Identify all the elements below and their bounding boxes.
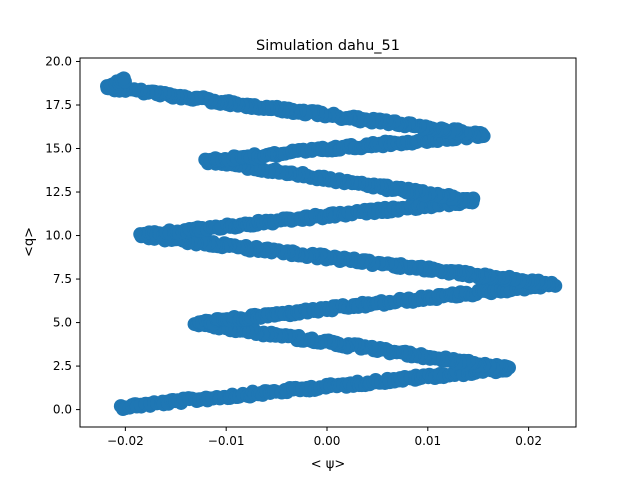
x-tick-label: −0.02 — [107, 434, 144, 448]
points-layer — [100, 71, 563, 416]
y-tick-label: 17.5 — [45, 98, 72, 112]
y-tick-label: 5.0 — [53, 316, 72, 330]
plot-frame — [79, 57, 577, 428]
x-tick-label: −0.01 — [208, 434, 245, 448]
y-tick-label: 10.0 — [45, 229, 72, 243]
x-axis-ticks: −0.02 −0.01 0.00 0.01 0.02 — [107, 427, 542, 448]
y-tick-label: 2.5 — [53, 359, 72, 373]
x-tick-label: 0.01 — [414, 434, 441, 448]
y-axis-label: <q> — [22, 227, 37, 257]
chart-title: Simulation dahu_51 — [256, 38, 400, 54]
x-axis-label: < ψ> — [311, 457, 346, 472]
x-tick-label: 0.02 — [515, 434, 542, 448]
y-tick-label: 20.0 — [45, 54, 72, 68]
y-tick-label: 15.0 — [45, 142, 72, 156]
y-tick-label: 7.5 — [53, 272, 72, 286]
y-tick-label: 12.5 — [45, 185, 72, 199]
y-axis-ticks: 0.0 2.5 5.0 7.5 10.0 12.5 15.0 17.5 20.0 — [45, 54, 80, 417]
scatter-point — [116, 71, 131, 86]
y-tick-label: 0.0 — [53, 403, 72, 417]
x-tick-label: 0.00 — [314, 434, 341, 448]
